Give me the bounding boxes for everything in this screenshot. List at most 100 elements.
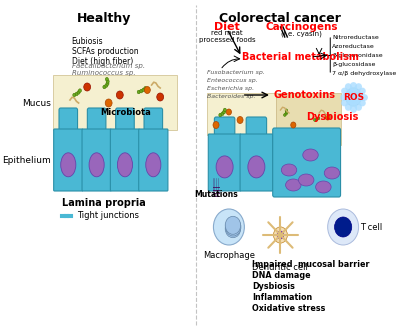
Text: Dysbiosis: Dysbiosis [252, 282, 295, 291]
Text: Oxidative stress: Oxidative stress [252, 304, 326, 313]
Circle shape [334, 217, 352, 237]
Circle shape [214, 209, 244, 245]
Text: Enteococcus sp.: Enteococcus sp. [208, 78, 258, 83]
Text: red meat
processed foods: red meat processed foods [199, 30, 256, 43]
Text: Bacterial metabolism: Bacterial metabolism [242, 52, 359, 62]
Circle shape [325, 114, 330, 120]
Text: SCFAs production: SCFAs production [72, 47, 138, 56]
Text: (i.e. cyasin): (i.e. cyasin) [282, 30, 322, 37]
Text: Impaired  mucosal barrier: Impaired mucosal barrier [252, 260, 370, 269]
Circle shape [226, 218, 241, 236]
Circle shape [277, 231, 284, 239]
FancyBboxPatch shape [144, 108, 162, 134]
Ellipse shape [146, 153, 161, 177]
Text: 7 α/β dehydroxylase: 7 α/β dehydroxylase [332, 71, 396, 76]
Circle shape [328, 209, 358, 245]
Text: Dysbiosis: Dysbiosis [306, 112, 358, 122]
Circle shape [317, 117, 320, 120]
Circle shape [274, 227, 287, 243]
Circle shape [84, 83, 91, 91]
Text: Mutations: Mutations [194, 190, 238, 199]
Circle shape [225, 216, 241, 234]
FancyBboxPatch shape [208, 134, 241, 191]
FancyBboxPatch shape [53, 75, 177, 130]
Circle shape [285, 112, 287, 115]
Text: Eubiosis: Eubiosis [72, 37, 103, 46]
FancyBboxPatch shape [110, 129, 140, 191]
FancyBboxPatch shape [87, 108, 106, 134]
FancyBboxPatch shape [208, 93, 276, 135]
Circle shape [226, 109, 232, 115]
Text: Faecalibacterium sp.: Faecalibacterium sp. [72, 63, 145, 69]
Circle shape [137, 90, 140, 94]
Ellipse shape [286, 179, 301, 191]
FancyBboxPatch shape [139, 129, 168, 191]
Circle shape [223, 108, 226, 112]
Ellipse shape [248, 156, 265, 178]
Circle shape [75, 92, 78, 96]
Text: Diet: Diet [214, 22, 240, 32]
Text: T cell: T cell [360, 222, 382, 231]
Circle shape [140, 89, 143, 93]
Circle shape [144, 86, 147, 90]
Ellipse shape [316, 181, 331, 193]
Text: DNA damage: DNA damage [252, 271, 311, 280]
Circle shape [277, 231, 284, 239]
Circle shape [78, 89, 82, 92]
Circle shape [105, 99, 112, 107]
FancyBboxPatch shape [276, 93, 340, 145]
Circle shape [116, 91, 123, 99]
Text: Bacteroides sp.: Bacteroides sp. [208, 94, 256, 99]
Text: Healthy: Healthy [77, 12, 132, 25]
Text: Diet (high fiber): Diet (high fiber) [72, 57, 133, 66]
Text: Epithelium: Epithelium [2, 155, 51, 164]
Circle shape [284, 114, 286, 116]
Text: Ruminococcus sp.: Ruminococcus sp. [72, 70, 135, 76]
Text: Dendritic cell: Dendritic cell [252, 263, 308, 272]
FancyBboxPatch shape [214, 117, 235, 139]
Circle shape [103, 85, 106, 89]
FancyBboxPatch shape [273, 128, 340, 197]
Circle shape [291, 122, 296, 128]
Circle shape [237, 117, 243, 124]
FancyBboxPatch shape [82, 129, 111, 191]
Text: Macrophage: Macrophage [203, 251, 255, 260]
Text: Carcinogens: Carcinogens [266, 22, 338, 32]
Text: Tight junctions: Tight junctions [77, 211, 139, 220]
Ellipse shape [281, 164, 297, 176]
Text: Genotoxins: Genotoxins [274, 90, 336, 100]
Circle shape [286, 111, 288, 114]
Circle shape [274, 227, 287, 243]
FancyBboxPatch shape [116, 108, 134, 134]
Ellipse shape [303, 149, 318, 161]
Ellipse shape [298, 174, 314, 186]
Text: Azoreductase: Azoreductase [332, 44, 375, 49]
Text: Lamina propria: Lamina propria [62, 198, 146, 208]
Text: Microbiota: Microbiota [100, 108, 151, 117]
Circle shape [77, 91, 80, 94]
Ellipse shape [61, 153, 76, 177]
Circle shape [221, 112, 224, 116]
Text: Inflammation: Inflammation [252, 293, 312, 302]
Ellipse shape [324, 167, 340, 179]
Circle shape [105, 77, 108, 81]
Text: β-glucuronidase: β-glucuronidase [332, 53, 382, 58]
Circle shape [316, 118, 318, 121]
FancyBboxPatch shape [246, 117, 267, 139]
FancyBboxPatch shape [240, 134, 273, 191]
FancyBboxPatch shape [59, 108, 78, 134]
Text: β-glucosidase: β-glucosidase [332, 62, 375, 67]
Circle shape [73, 93, 76, 97]
Circle shape [219, 113, 222, 117]
Circle shape [285, 109, 288, 112]
Circle shape [142, 88, 145, 92]
Circle shape [144, 86, 150, 93]
Text: Nitroreductase: Nitroreductase [332, 35, 379, 40]
Circle shape [225, 220, 241, 238]
Text: Escherichia sp.: Escherichia sp. [208, 86, 254, 91]
Circle shape [222, 110, 226, 114]
Text: Fusobacterium sp.: Fusobacterium sp. [208, 70, 265, 75]
Circle shape [346, 88, 361, 106]
FancyBboxPatch shape [54, 129, 83, 191]
Text: Mucus: Mucus [22, 98, 51, 108]
